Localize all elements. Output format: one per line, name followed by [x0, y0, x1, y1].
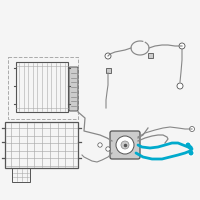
- FancyBboxPatch shape: [148, 53, 153, 58]
- Circle shape: [121, 141, 129, 149]
- Circle shape: [177, 83, 183, 89]
- Circle shape: [116, 136, 134, 154]
- FancyBboxPatch shape: [110, 131, 140, 159]
- Circle shape: [188, 150, 194, 156]
- FancyBboxPatch shape: [106, 68, 111, 73]
- Circle shape: [106, 147, 110, 151]
- Circle shape: [179, 43, 185, 49]
- Circle shape: [105, 53, 111, 59]
- FancyBboxPatch shape: [69, 67, 78, 111]
- Circle shape: [185, 142, 191, 148]
- Circle shape: [98, 143, 102, 147]
- Circle shape: [190, 127, 194, 132]
